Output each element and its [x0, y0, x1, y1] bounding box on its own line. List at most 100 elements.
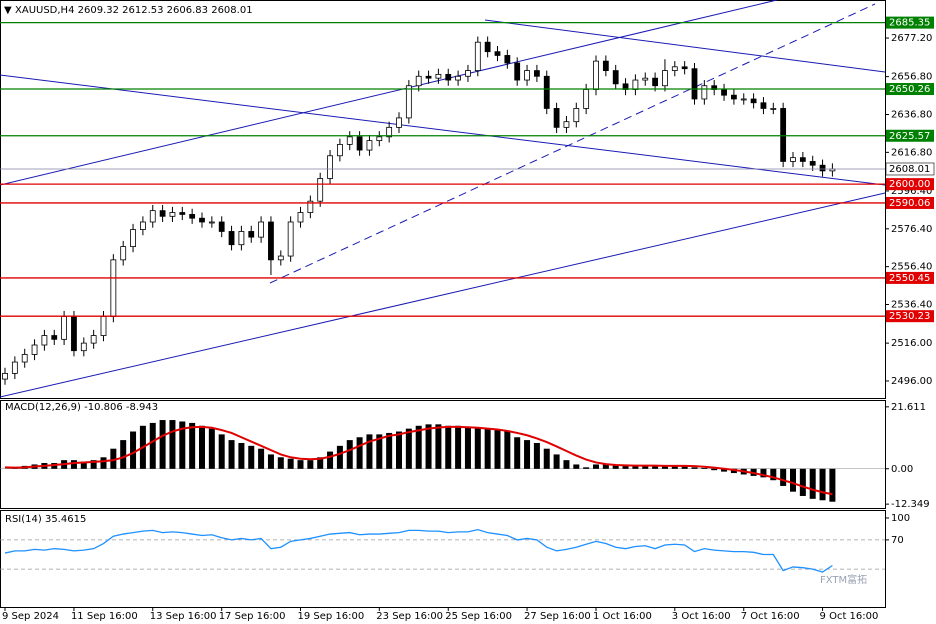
- macd-bar: [396, 431, 402, 469]
- candle-body: [465, 70, 471, 77]
- candle-body: [346, 136, 353, 145]
- candle-body: [662, 70, 668, 87]
- candle-body: [701, 85, 708, 100]
- macd-bar: [504, 431, 511, 469]
- candle-body: [602, 60, 609, 71]
- macd-bar: [721, 468, 728, 472]
- macd-bar: [405, 428, 412, 469]
- level-box: [886, 83, 934, 96]
- candle-body: [632, 79, 639, 90]
- watermark: FXTM富拓: [820, 573, 867, 586]
- macd-bar: [415, 425, 422, 469]
- x-tick-label: 9 Sep 2024: [2, 611, 59, 622]
- level-label: 2685.35: [889, 18, 930, 29]
- macd-bar: [809, 468, 816, 499]
- candle-body: [799, 157, 806, 162]
- candle-body: [268, 221, 274, 261]
- y-tick-label: 2536.40: [891, 300, 932, 311]
- candle-body: [130, 229, 136, 247]
- macd-bar: [218, 434, 225, 469]
- candle-body: [524, 70, 530, 81]
- macd-bar: [228, 440, 235, 469]
- candle-body: [543, 75, 550, 109]
- macd-bar: [346, 440, 353, 469]
- candle-body: [356, 136, 363, 151]
- macd-bar: [484, 428, 491, 469]
- level-box: [886, 271, 934, 284]
- candle-body: [218, 221, 225, 232]
- x-tick-label: 1 Oct 16:00: [593, 611, 652, 622]
- macd-bar: [790, 468, 796, 492]
- macd-bar: [356, 437, 363, 469]
- candle-body: [327, 155, 333, 179]
- candle-body: [258, 221, 265, 238]
- macd-bar: [760, 468, 767, 478]
- candle-body: [731, 94, 737, 100]
- candle-body: [21, 354, 28, 363]
- macd-bar: [652, 465, 659, 469]
- macd-bar: [711, 468, 718, 471]
- candle-body: [415, 75, 422, 87]
- candle-body: [159, 210, 166, 217]
- candle-body: [41, 335, 48, 346]
- macd-bar: [208, 428, 215, 469]
- macd-bar: [199, 425, 205, 469]
- candle-body: [297, 212, 304, 223]
- candle-body: [317, 178, 324, 202]
- macd-bar: [159, 420, 166, 469]
- candle-body: [61, 316, 67, 340]
- candle-body: [760, 102, 767, 109]
- candle-body: [494, 51, 501, 56]
- series-line: [4, 528, 833, 573]
- level-label: 2590.06: [889, 198, 930, 209]
- candle-body: [90, 335, 97, 344]
- candle-body: [583, 89, 590, 109]
- candle-body: [790, 157, 796, 162]
- macd-bar: [533, 442, 540, 469]
- candle-body: [396, 117, 402, 128]
- x-tick-label: 13 Sep 16:00: [150, 611, 217, 622]
- macd-bar: [593, 464, 599, 469]
- x-tick-label: 7 Oct 16:00: [741, 611, 800, 622]
- macd-bar: [642, 465, 649, 469]
- macd-bar: [464, 427, 471, 469]
- macd-bar: [681, 465, 688, 469]
- macd-bar: [514, 437, 521, 469]
- macd-bar: [435, 424, 442, 469]
- macd-bar: [602, 464, 609, 469]
- macd-bar: [474, 427, 481, 469]
- candle-body: [366, 140, 373, 151]
- candle-body: [691, 68, 698, 100]
- candle-body: [2, 372, 8, 380]
- macd-bar: [130, 431, 137, 469]
- macd-bar: [258, 448, 265, 469]
- level-label: 2600.00: [889, 179, 930, 190]
- candle-body: [514, 62, 521, 81]
- macd-bar: [691, 467, 698, 469]
- candle-body: [149, 210, 156, 223]
- macd-bar: [90, 460, 97, 469]
- x-tick-label: 19 Sep 16:00: [298, 611, 365, 622]
- x-tick-label: 3 Oct 16:00: [672, 611, 731, 622]
- series-line: [4, 425, 833, 496]
- y-tick-label: -12.349: [891, 499, 930, 510]
- candle-body: [208, 221, 215, 224]
- macd-bar: [248, 445, 255, 469]
- candle-body: [445, 73, 452, 81]
- macd-bar: [336, 445, 343, 469]
- candle-body: [199, 217, 205, 223]
- y-tick-label: 0.00: [891, 464, 913, 475]
- macd-bar: [612, 465, 619, 469]
- macd-bar: [583, 467, 590, 469]
- y-tick-label: 2516.00: [891, 338, 932, 349]
- candle-body: [31, 344, 38, 355]
- candle-body: [425, 75, 432, 79]
- candle-body: [740, 98, 747, 101]
- candle-body: [307, 200, 314, 213]
- macd-bar: [277, 457, 284, 469]
- candle-body: [770, 108, 777, 110]
- x-tick-label: 11 Sep 16:00: [71, 611, 138, 622]
- candle-body: [100, 316, 107, 336]
- candle-body: [435, 73, 442, 79]
